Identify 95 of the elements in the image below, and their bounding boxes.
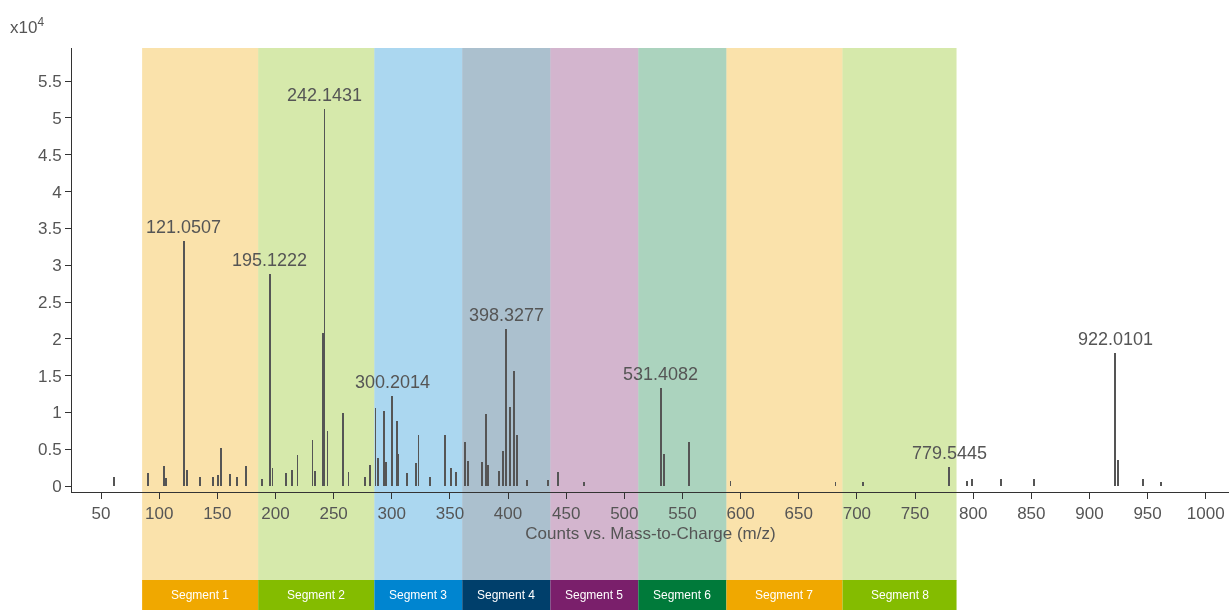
bar xyxy=(1033,479,1035,486)
x-tick-label: 600 xyxy=(726,504,755,524)
bar xyxy=(269,274,271,486)
bar xyxy=(688,442,690,486)
bar xyxy=(220,448,222,486)
bar xyxy=(455,472,457,486)
x-tick-label: 150 xyxy=(203,504,232,524)
bar xyxy=(183,241,185,486)
y-tick-label: 3 xyxy=(52,256,62,276)
y-tick-label: 0 xyxy=(52,477,62,497)
x-tick-label: 500 xyxy=(610,504,639,524)
bar xyxy=(364,477,366,486)
bar xyxy=(199,477,201,486)
bar xyxy=(660,388,662,486)
band-label: Segment 5 xyxy=(565,588,624,602)
bar xyxy=(113,477,115,486)
y-tick-label: 2 xyxy=(52,329,62,349)
x-tick-label: 100 xyxy=(145,504,174,524)
bar xyxy=(948,467,950,486)
y-tick-label: 4.5 xyxy=(37,145,62,165)
bar xyxy=(147,473,149,486)
annotation: 300.2014 xyxy=(355,372,431,392)
bar xyxy=(444,435,446,486)
bar xyxy=(1114,353,1116,486)
band-label: Segment 1 xyxy=(171,588,230,602)
band-label: Segment 8 xyxy=(871,588,930,602)
bar xyxy=(464,442,466,486)
x-tick-label: 50 xyxy=(91,504,111,524)
y-axis-title: x10$^{4}$ xyxy=(10,15,45,38)
y-tick-label: 2.5 xyxy=(37,292,62,312)
annotation: 195.1222 xyxy=(232,250,308,270)
x-tick-label: 650 xyxy=(784,504,813,524)
y-tick-label: 1.5 xyxy=(37,366,62,386)
x-tick-label: 250 xyxy=(319,504,348,524)
bar xyxy=(547,480,549,486)
bar xyxy=(498,471,500,486)
bar xyxy=(509,407,511,486)
bar xyxy=(1160,482,1162,486)
bar xyxy=(429,477,431,486)
bar xyxy=(291,470,293,486)
x-tick-label: 1000 xyxy=(1186,504,1225,524)
x-tick-label: 850 xyxy=(1017,504,1046,524)
bar xyxy=(383,411,385,486)
bar xyxy=(583,482,585,486)
bar xyxy=(481,462,483,486)
bar xyxy=(513,371,515,486)
annotation: 242.1431 xyxy=(287,85,363,105)
y-tick-label: 5 xyxy=(52,108,62,128)
x-tick-label: 200 xyxy=(261,504,290,524)
band-label: Segment 4 xyxy=(477,588,536,602)
annotation: 121.0507 xyxy=(146,217,222,237)
band-label: Segment 3 xyxy=(389,588,448,602)
y-tick-label: 5.5 xyxy=(37,72,62,92)
bar xyxy=(505,329,507,486)
annotation: 398.3277 xyxy=(469,305,545,325)
x-tick-label: 350 xyxy=(435,504,465,524)
bar xyxy=(396,421,398,486)
annotation: 531.4082 xyxy=(623,364,699,384)
bar xyxy=(966,481,968,486)
x-tick-label: 750 xyxy=(900,504,930,524)
bar xyxy=(245,466,247,486)
band-label: Segment 6 xyxy=(653,588,712,602)
bar xyxy=(163,466,165,486)
bar xyxy=(862,482,864,486)
bar xyxy=(261,479,263,486)
y-tick-label: 1 xyxy=(52,403,62,423)
bar xyxy=(229,474,231,486)
bar xyxy=(971,479,973,486)
x-tick-label: 550 xyxy=(668,504,697,524)
bar xyxy=(391,396,393,486)
bar xyxy=(526,480,528,486)
bar xyxy=(450,468,452,486)
bar xyxy=(285,473,287,486)
x-tick-label: 400 xyxy=(493,504,523,524)
y-tick-label: 4 xyxy=(52,182,62,202)
bar xyxy=(557,472,559,486)
band-label: Segment 7 xyxy=(755,588,814,602)
x-tick-label: 700 xyxy=(842,504,872,524)
bar xyxy=(406,473,408,486)
bar xyxy=(212,477,214,486)
x-tick-label: 950 xyxy=(1133,504,1162,524)
bar xyxy=(236,477,238,486)
bar xyxy=(485,414,487,486)
x-tick-label: 450 xyxy=(552,504,581,524)
y-tick-label: 3.5 xyxy=(37,219,62,239)
x-tick-label: 300 xyxy=(377,504,406,524)
bar xyxy=(342,413,344,486)
bar xyxy=(1000,479,1002,486)
x-tick-label: 900 xyxy=(1075,504,1104,524)
x-tick-label: 800 xyxy=(958,504,988,524)
bar xyxy=(369,465,371,486)
annotation: 922.0101 xyxy=(1078,329,1154,349)
band-label: Segment 2 xyxy=(287,588,346,602)
bar xyxy=(1142,479,1144,486)
y-tick-label: 0.5 xyxy=(37,440,62,460)
